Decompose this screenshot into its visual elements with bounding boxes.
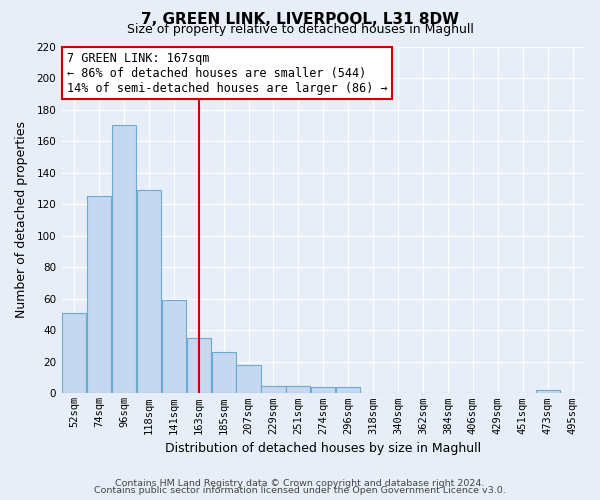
Bar xyxy=(162,300,186,394)
X-axis label: Distribution of detached houses by size in Maghull: Distribution of detached houses by size … xyxy=(165,442,481,455)
Bar xyxy=(236,365,260,394)
Bar xyxy=(286,386,310,394)
Bar xyxy=(187,338,211,394)
Bar xyxy=(87,196,111,394)
Bar xyxy=(336,387,361,394)
Bar xyxy=(212,352,236,394)
Text: 7 GREEN LINK: 167sqm
← 86% of detached houses are smaller (544)
14% of semi-deta: 7 GREEN LINK: 167sqm ← 86% of detached h… xyxy=(67,52,388,94)
Bar xyxy=(311,387,335,394)
Text: Size of property relative to detached houses in Maghull: Size of property relative to detached ho… xyxy=(127,22,473,36)
Text: 7, GREEN LINK, LIVERPOOL, L31 8DW: 7, GREEN LINK, LIVERPOOL, L31 8DW xyxy=(141,12,459,28)
Bar xyxy=(137,190,161,394)
Y-axis label: Number of detached properties: Number of detached properties xyxy=(15,122,28,318)
Bar xyxy=(262,386,286,394)
Text: Contains public sector information licensed under the Open Government Licence v3: Contains public sector information licen… xyxy=(94,486,506,495)
Text: Contains HM Land Registry data © Crown copyright and database right 2024.: Contains HM Land Registry data © Crown c… xyxy=(115,478,485,488)
Bar xyxy=(112,126,136,394)
Bar xyxy=(62,313,86,394)
Bar xyxy=(536,390,560,394)
